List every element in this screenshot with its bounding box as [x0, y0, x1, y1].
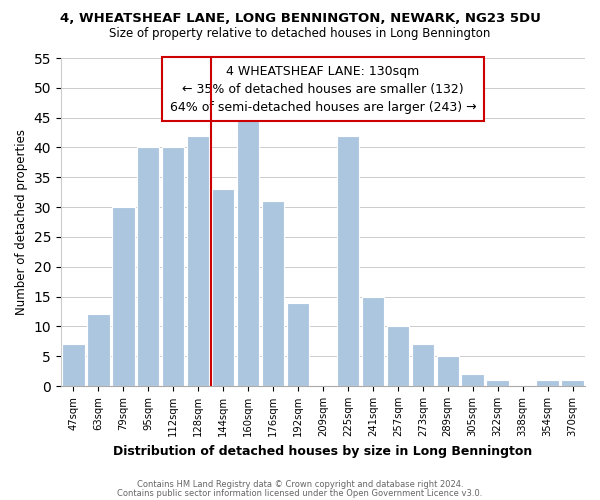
Bar [412, 344, 434, 386]
Text: Size of property relative to detached houses in Long Bennington: Size of property relative to detached ho… [109, 28, 491, 40]
Text: Contains HM Land Registry data © Crown copyright and database right 2024.: Contains HM Land Registry data © Crown c… [137, 480, 463, 489]
Bar [62, 344, 85, 386]
Y-axis label: Number of detached properties: Number of detached properties [15, 129, 28, 315]
Bar [187, 136, 209, 386]
Text: 4, WHEATSHEAF LANE, LONG BENNINGTON, NEWARK, NG23 5DU: 4, WHEATSHEAF LANE, LONG BENNINGTON, NEW… [59, 12, 541, 26]
Bar [362, 296, 384, 386]
Bar [212, 189, 235, 386]
Bar [461, 374, 484, 386]
Bar [536, 380, 559, 386]
Bar [237, 112, 259, 386]
Bar [386, 326, 409, 386]
Bar [287, 302, 309, 386]
Text: 4 WHEATSHEAF LANE: 130sqm
← 35% of detached houses are smaller (132)
64% of semi: 4 WHEATSHEAF LANE: 130sqm ← 35% of detac… [170, 64, 476, 114]
Bar [112, 207, 134, 386]
Bar [337, 136, 359, 386]
X-axis label: Distribution of detached houses by size in Long Bennington: Distribution of detached houses by size … [113, 444, 533, 458]
Bar [487, 380, 509, 386]
Bar [262, 201, 284, 386]
Bar [137, 148, 160, 386]
Bar [162, 148, 184, 386]
Bar [437, 356, 459, 386]
Text: Contains public sector information licensed under the Open Government Licence v3: Contains public sector information licen… [118, 488, 482, 498]
Bar [561, 380, 584, 386]
Bar [87, 314, 110, 386]
